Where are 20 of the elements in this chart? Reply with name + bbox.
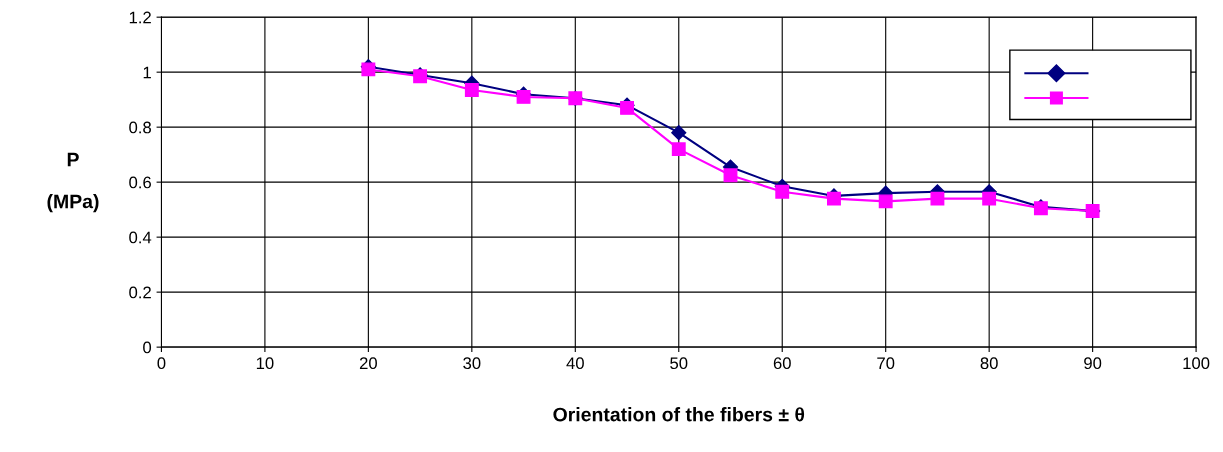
x-tick-label: 100 xyxy=(1183,357,1210,370)
x-tick-label: 40 xyxy=(566,357,584,370)
x-tick-label: 10 xyxy=(256,357,274,370)
x-tick-label: 0 xyxy=(157,357,166,370)
x-tick-label: 60 xyxy=(773,357,791,370)
x-tick-label: 80 xyxy=(980,357,998,370)
y-tick-label: 1 xyxy=(143,66,151,79)
y-tick-label: 1.2 xyxy=(129,11,151,24)
x-tick-label: 90 xyxy=(1084,357,1102,370)
y-tick-label: 0.8 xyxy=(129,121,151,134)
x-tick-label: 30 xyxy=(463,357,481,370)
y-tick-label: 0.2 xyxy=(129,286,151,299)
y-tick-label: 0 xyxy=(143,341,152,354)
x-tick-label: 50 xyxy=(670,357,688,370)
y-tick-label: 0.6 xyxy=(129,176,151,189)
x-tick-label: 70 xyxy=(877,357,895,370)
x-tick-label: 20 xyxy=(359,357,377,370)
x-axis-title: Orientation of the fibers ± θ xyxy=(553,407,805,422)
text: P (MPa) xyxy=(47,152,99,213)
y-tick-label: 0.4 xyxy=(129,231,152,244)
